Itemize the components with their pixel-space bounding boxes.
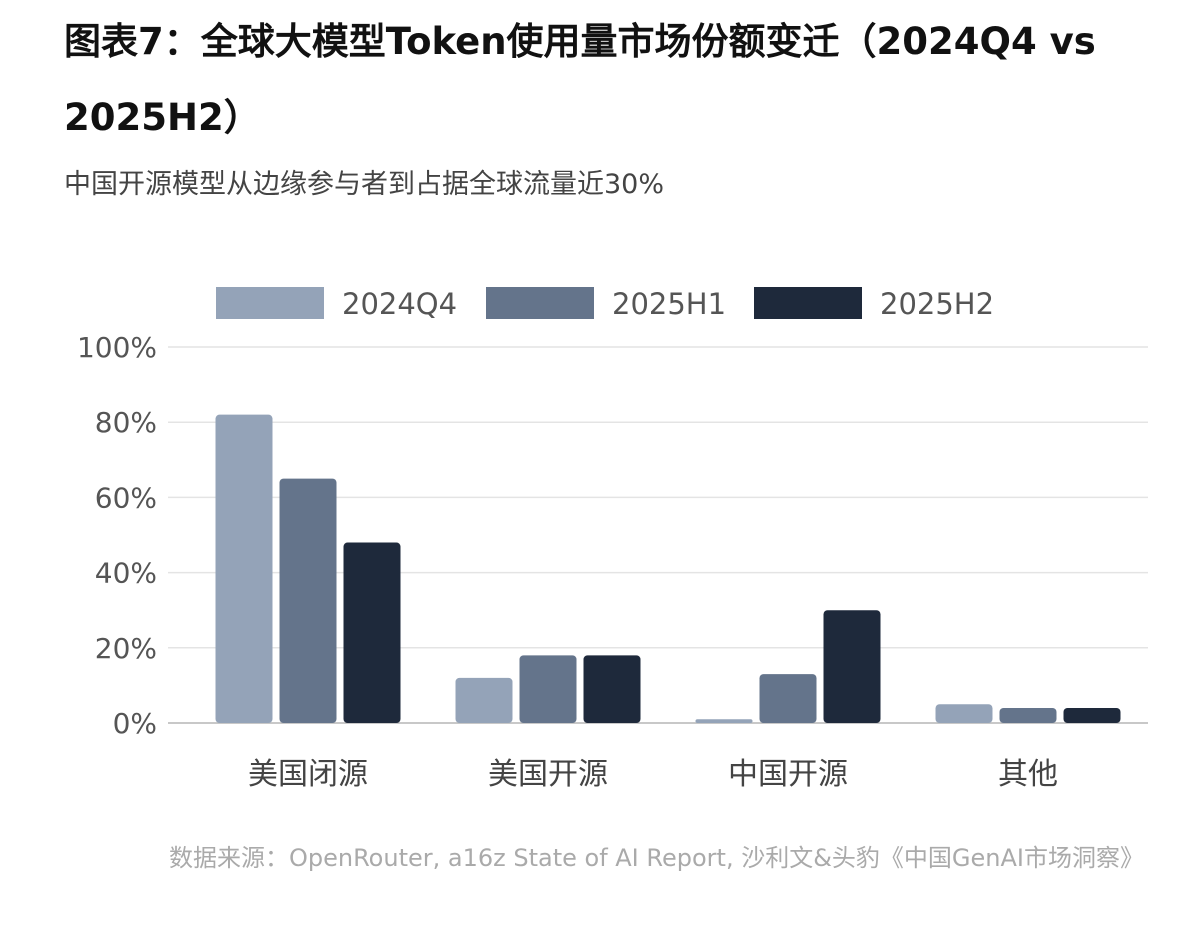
x-tick-label: 美国开源 [488, 757, 608, 792]
y-tick-label: 40% [95, 557, 157, 590]
chart-subtitle: 中国开源模型从边缘参与者到占据全球流量近30% [64, 169, 665, 200]
y-tick-label: 60% [95, 481, 157, 514]
bar-2024q4 [935, 704, 993, 723]
bar-2025h2 [583, 655, 641, 723]
bar-2024q4 [455, 677, 513, 723]
chart-title: 图表7：全球大模型Token使用量市场份额变迁（2024Q4 vs 2025H2… [64, 20, 1096, 139]
y-tick-label: 100% [77, 331, 157, 364]
legend-label: 2024Q4 [342, 287, 457, 321]
x-tick-label: 其他 [998, 757, 1058, 792]
bar-2025h2 [823, 610, 881, 723]
x-tick-label: 美国闭源 [248, 757, 368, 792]
x-tick-label: 中国开源 [728, 757, 848, 792]
y-tick-label: 0% [113, 707, 157, 740]
legend-swatch [486, 287, 594, 319]
legend-swatch [216, 287, 324, 319]
bar-2025h1 [279, 478, 337, 723]
bar-2025h2 [1063, 707, 1121, 723]
y-tick-label: 80% [95, 406, 157, 439]
bar-2024q4 [215, 414, 273, 723]
bar-2025h1 [999, 707, 1057, 723]
legend-label: 2025H2 [880, 287, 994, 321]
bar-2025h2 [343, 542, 401, 723]
legend-label: 2025H1 [612, 287, 726, 321]
bar-2025h1 [519, 655, 577, 723]
bar-2025h1 [759, 674, 817, 723]
legend-swatch [754, 287, 862, 319]
source-note: 数据来源：OpenRouter, a16z State of AI Report… [168, 844, 1144, 872]
bar-2024q4 [695, 719, 753, 723]
y-tick-label: 20% [95, 632, 157, 665]
